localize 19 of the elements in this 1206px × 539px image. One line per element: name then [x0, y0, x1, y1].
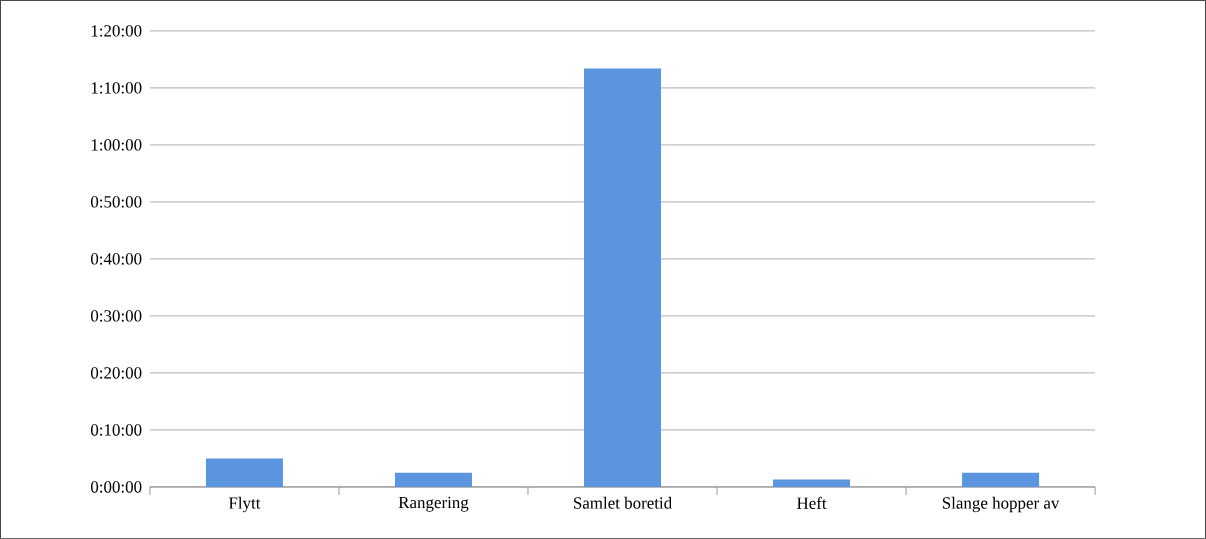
y-tick-label: 1:20:00: [91, 25, 142, 37]
x-tick-label: Rangering: [398, 496, 469, 512]
y-tick-label: 0:50:00: [90, 196, 142, 208]
x-tick-label: Heft: [796, 496, 827, 509]
y-tick-label: 1:00:00: [91, 139, 142, 151]
y-tick-label: 0:20:00: [90, 367, 142, 379]
y-tick-label: 0:10:00: [90, 424, 142, 436]
bar: [584, 68, 662, 488]
x-tick-label: Flytt: [228, 496, 261, 513]
bar: [205, 458, 283, 488]
y-tick-label: 0:40:00: [90, 253, 142, 265]
y-tick-label: 0:30:00: [90, 310, 142, 322]
bar: [394, 472, 472, 488]
bar: [773, 479, 851, 488]
x-tick-label: Samlet boretid: [574, 496, 672, 509]
y-tick-label: 1:10:00: [91, 82, 142, 94]
bar: [962, 472, 1040, 488]
y-tick-label: 0:00:00: [90, 481, 142, 493]
x-tick-label: Slange hopper av: [942, 496, 1060, 513]
